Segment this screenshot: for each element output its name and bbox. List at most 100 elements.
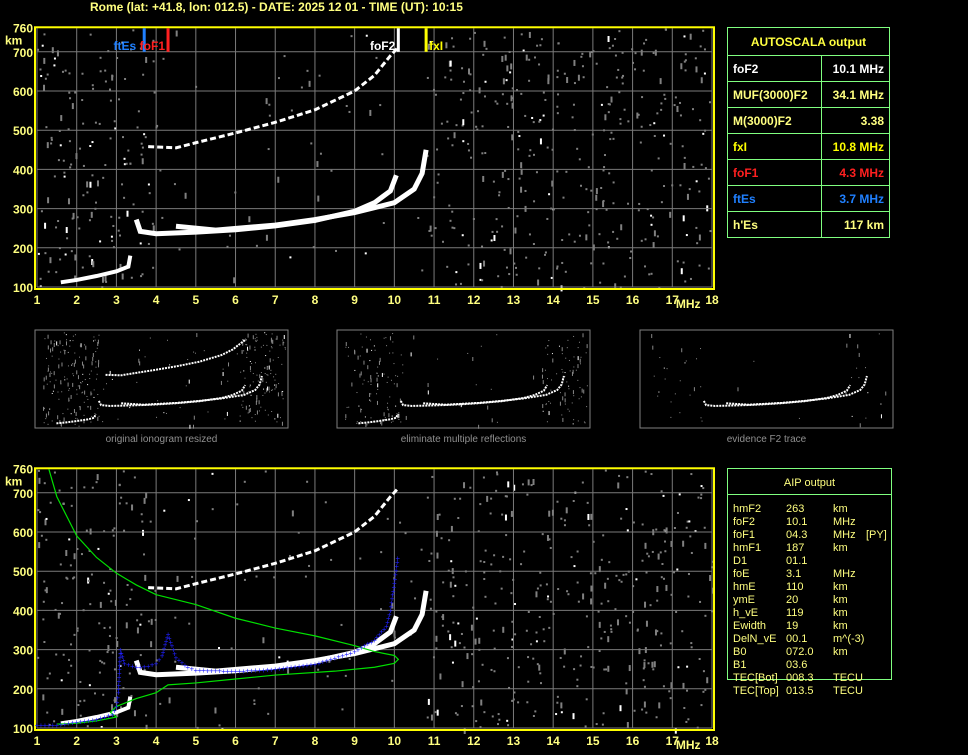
noise-pixel <box>609 624 612 627</box>
noise-pixel <box>104 164 107 167</box>
noise-pixel <box>494 602 497 605</box>
noise-pixel <box>564 270 567 273</box>
fit-point: + <box>162 644 167 653</box>
thumbnail-noise <box>64 350 66 355</box>
aip-row: foF1 04.3 MHz [PY] <box>733 529 903 542</box>
noise-pixel <box>99 240 102 243</box>
noise-pixel <box>113 527 116 530</box>
thumbnail-noise <box>272 339 274 344</box>
noise-pixel <box>633 709 636 712</box>
noise-pixel <box>703 72 706 75</box>
thumbnail-noise <box>64 376 66 378</box>
noise-pixel <box>514 227 517 234</box>
noise-pixel <box>467 244 470 247</box>
x-tick-label: 13 <box>507 293 521 307</box>
thumbnail-noise <box>878 333 880 335</box>
noise-pixel <box>539 119 542 122</box>
noise-pixel <box>581 481 584 484</box>
noise-pixel <box>450 78 453 81</box>
noise-pixel <box>308 80 311 87</box>
thumbnail-noise <box>258 400 260 405</box>
fit-point: + <box>116 689 121 698</box>
y-axis-label: km <box>5 474 22 488</box>
noise-pixel <box>502 626 505 633</box>
thumbnail-noise <box>480 345 482 347</box>
thumbnail-noise <box>241 396 243 398</box>
noise-pixel <box>688 188 691 191</box>
noise-pixel <box>524 114 527 117</box>
noise-pixel <box>505 534 508 537</box>
noise-pixel <box>481 245 484 248</box>
noise-pixel <box>101 276 104 283</box>
thumbnail-noise <box>71 364 73 366</box>
noise-pixel <box>620 517 623 520</box>
fit-point: + <box>134 663 139 672</box>
thumbnail-trace <box>97 384 247 407</box>
noise-pixel <box>706 677 709 684</box>
thumbnail-noise <box>92 356 94 361</box>
thumbnail-noise <box>76 370 78 375</box>
thumbnail-noise <box>97 407 99 409</box>
thumbnail-noise <box>369 393 371 398</box>
noise-pixel <box>42 600 45 603</box>
marker-label-foF1: foF1 <box>140 39 166 53</box>
thumbnail-trace <box>56 413 97 425</box>
noise-pixel <box>67 671 70 674</box>
noise-pixel <box>570 556 573 559</box>
noise-pixel <box>632 585 635 588</box>
x-tick-label: 15 <box>586 293 600 307</box>
noise-pixel <box>102 693 105 696</box>
y-tick-label: 600 <box>13 526 33 540</box>
thumbnail-noise <box>386 345 388 347</box>
thumbnail-noise <box>545 404 547 406</box>
noise-pixel <box>573 240 576 243</box>
noise-pixel <box>602 169 605 172</box>
noise-pixel <box>669 642 672 645</box>
noise-pixel <box>490 563 493 566</box>
noise-pixel <box>255 575 258 578</box>
thumbnail-noise <box>387 408 389 410</box>
thumbnail-noise <box>245 344 247 346</box>
noise-pixel <box>679 101 682 104</box>
aip-cell: [PY] <box>866 529 887 541</box>
noise-pixel <box>114 127 117 130</box>
noise-pixel <box>144 136 147 139</box>
thumbnail-noise <box>374 349 376 351</box>
noise-pixel <box>477 530 480 533</box>
noise-pixel <box>627 202 630 205</box>
aip-row: hmE 110 km <box>733 581 903 594</box>
thumbnail-noise <box>185 385 187 387</box>
noise-pixel <box>585 698 588 701</box>
noise-pixel <box>57 159 60 162</box>
noise-pixel <box>572 103 575 106</box>
thumbnail-noise <box>63 332 65 334</box>
noise-pixel <box>436 552 439 559</box>
noise-pixel <box>277 77 280 80</box>
thumbnail-noise <box>44 338 46 340</box>
noise-pixel <box>711 560 714 563</box>
thumbnail-noise <box>98 415 100 417</box>
noise-pixel <box>454 640 457 647</box>
thumbnail-noise <box>90 405 92 410</box>
noise-pixel <box>683 156 686 159</box>
thumbnail-noise <box>259 374 261 379</box>
fit-point: + <box>317 659 322 668</box>
noise-pixel <box>644 265 647 268</box>
noise-pixel <box>440 537 443 540</box>
noise-pixel <box>493 670 496 673</box>
thumbnail-noise <box>96 373 98 375</box>
aip-row: Ewidth 19 km <box>733 620 903 633</box>
noise-pixel <box>669 142 672 145</box>
thumbnail-noise <box>345 346 347 348</box>
noise-pixel <box>457 517 460 520</box>
noise-pixel <box>549 600 552 603</box>
noise-pixel <box>159 169 162 172</box>
noise-pixel <box>109 99 112 102</box>
thumbnail-noise <box>268 391 270 393</box>
thumbnail-noise <box>547 345 549 347</box>
noise-pixel <box>680 63 683 70</box>
noise-pixel <box>577 600 580 603</box>
thumbnail-noise <box>249 360 251 362</box>
noise-pixel <box>695 66 698 73</box>
noise-pixel <box>598 566 601 573</box>
